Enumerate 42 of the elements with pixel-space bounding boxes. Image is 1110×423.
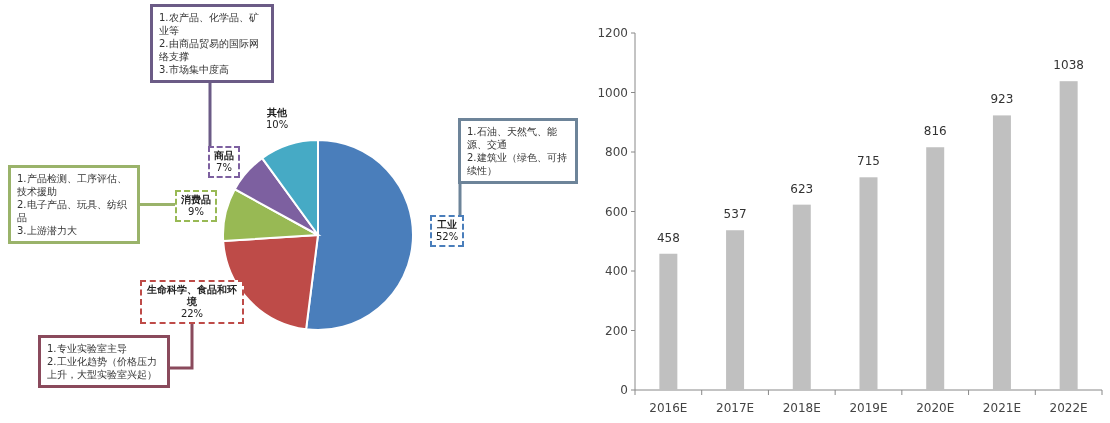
bar <box>992 115 1011 390</box>
y-tick-label: 1200 <box>597 26 628 40</box>
bar <box>1059 81 1078 390</box>
text: 1.产品检测、工序评估、技术援助 2.电子产品、玩具、纺织品 3.上游潜力大 <box>8 165 140 244</box>
data-label: 9% <box>188 206 204 217</box>
data-label: 458 <box>656 230 680 245</box>
bar <box>792 204 811 390</box>
data-label: 52% <box>436 231 459 242</box>
bar <box>859 177 878 390</box>
x-tick-label: 2016E <box>649 401 688 415</box>
slice-label: 生命科学、食品和环境 <box>146 284 238 308</box>
x-tick-label: 2020E <box>916 401 955 415</box>
data-label: 923 <box>990 92 1014 107</box>
slice-label: 商品 <box>214 150 234 162</box>
data-label: 7% <box>216 162 232 173</box>
y-tick-label: 800 <box>605 145 628 159</box>
x-tick-label: 2019E <box>849 401 888 415</box>
y-tick-label: 600 <box>605 204 628 219</box>
x-tick-label: 2017E <box>716 401 755 415</box>
data-label: 715 <box>857 154 880 169</box>
x-tick-label: 2018E <box>782 401 821 415</box>
bar <box>659 253 678 390</box>
data-label: 22% <box>180 308 204 319</box>
bar <box>726 230 745 390</box>
x-tick-label: 2022E <box>1049 401 1088 415</box>
y-tick-label: 1000 <box>597 85 628 100</box>
text: 1.专业实验室主导 2.工业化趋势（价格压力上升，大型实验室兴起） <box>38 335 170 388</box>
text: 1.农产品、化学品、矿业等 2.由商品贸易的国际网络支撑 3.市场集中度高 <box>150 4 274 83</box>
y-tick-label: 400 <box>605 264 628 278</box>
data-label: 623 <box>790 181 814 196</box>
slice-label: 消费品 <box>181 194 211 206</box>
y-tick-label: 0 <box>620 383 628 397</box>
y-tick-label: 200 <box>605 323 628 338</box>
bar <box>926 147 945 390</box>
text: 1.石油、天然气、能源、交通 2.建筑业（绿色、可持续性） <box>458 118 578 184</box>
data-label: 10% <box>266 119 289 130</box>
data-label: 816 <box>923 124 947 139</box>
x-tick-label: 2021E <box>982 401 1021 415</box>
data-label: 537 <box>723 207 747 222</box>
data-label: 1038 <box>1053 58 1084 73</box>
slice-label: 其他 <box>266 107 289 119</box>
slice-label: 工业 <box>436 219 459 231</box>
